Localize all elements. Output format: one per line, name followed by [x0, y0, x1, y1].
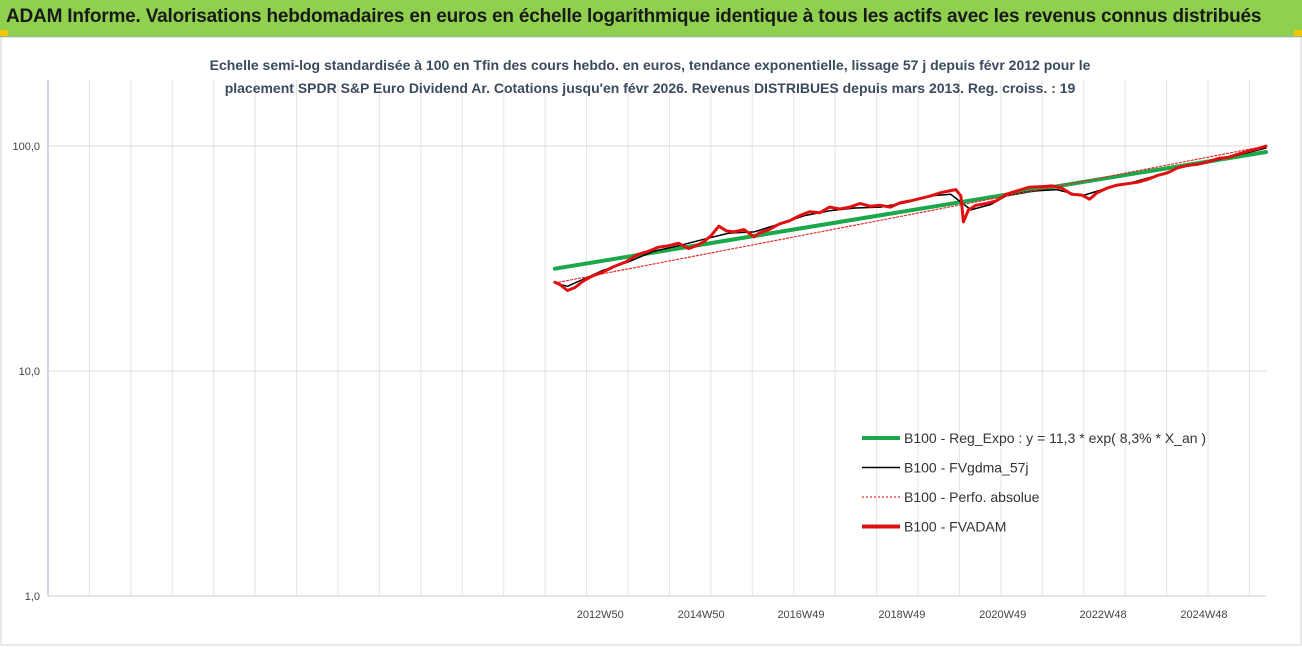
corner-mark-left	[0, 30, 8, 36]
legend-label: B100 - FVgdma_57j	[904, 460, 1029, 476]
report-header: ADAM Informe. Valorisations hebdomadaire…	[0, 0, 1302, 37]
x-tick-label: 2022W48	[1080, 609, 1127, 621]
corner-mark-right	[1294, 30, 1302, 36]
series-line-0	[552, 150, 1268, 271]
legend-label: B100 - FVADAM	[904, 519, 1006, 535]
x-tick-label: 2020W49	[979, 609, 1026, 621]
y-tick-label: 1,0	[25, 591, 40, 603]
legend: B100 - Reg_Expo : y = 11,3 * exp( 8,3% *…	[862, 430, 1206, 535]
plot-frame	[0, 36, 1302, 646]
chart-title: Echelle semi-log standardisée à 100 en T…	[150, 54, 1150, 100]
axes: 1,0 10,0 100,0 2012W50 2014W50 2016W49 2018W49…	[12, 80, 1266, 621]
x-tick-label: 2012W50	[577, 609, 624, 621]
series-lines	[552, 144, 1268, 292]
y-tick-label: 10,0	[19, 366, 40, 378]
series-line-3	[553, 144, 1268, 292]
chart-title-line-1: Echelle semi-log standardisée à 100 en T…	[209, 57, 1091, 73]
y-tick-label: 100,0	[12, 141, 40, 153]
x-tick-label: 2016W49	[777, 609, 824, 621]
x-tick-label: 2014W50	[678, 609, 725, 621]
series-line-2	[554, 145, 1267, 284]
x-tick-label: 2024W48	[1180, 609, 1227, 621]
legend-label: B100 - Perfo. absolue	[904, 489, 1040, 505]
grid	[47, 80, 1266, 597]
chart-area: 1,0 10,0 100,0 2012W50 2014W50 2016W49 2018W49…	[0, 36, 1302, 646]
report-title: ADAM Informe. Valorisations hebdomadaire…	[6, 6, 1262, 27]
x-tick-label: 2018W49	[878, 609, 925, 621]
chart-title-line-2: placement SPDR S&P Euro Dividend Ar. Cot…	[224, 80, 1076, 96]
legend-label: B100 - Reg_Expo : y = 11,3 * exp( 8,3% *…	[904, 430, 1206, 446]
